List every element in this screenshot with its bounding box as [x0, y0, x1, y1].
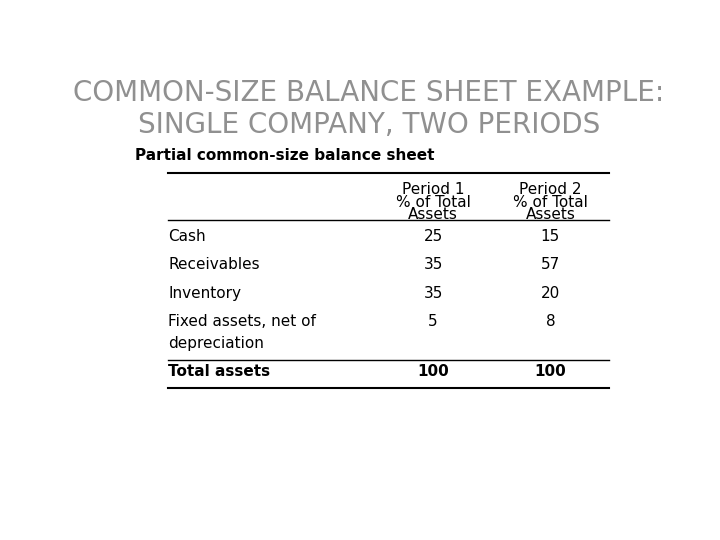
Text: 15: 15: [541, 229, 560, 244]
Text: 100: 100: [418, 364, 449, 379]
Text: Inventory: Inventory: [168, 286, 241, 301]
Text: Total assets: Total assets: [168, 364, 270, 379]
Text: Assets: Assets: [408, 207, 458, 222]
Text: COMMON-SIZE BALANCE SHEET EXAMPLE:: COMMON-SIZE BALANCE SHEET EXAMPLE:: [73, 79, 665, 107]
Text: Fixed assets, net of: Fixed assets, net of: [168, 314, 316, 329]
Text: 25: 25: [423, 229, 443, 244]
Text: SINGLE COMPANY, TWO PERIODS: SINGLE COMPANY, TWO PERIODS: [138, 111, 600, 139]
Text: % of Total: % of Total: [513, 194, 588, 210]
Text: 35: 35: [423, 286, 443, 301]
Text: Receivables: Receivables: [168, 258, 260, 272]
Text: % of Total: % of Total: [396, 194, 471, 210]
Text: Cash: Cash: [168, 229, 206, 244]
Text: 35: 35: [423, 258, 443, 272]
Text: 100: 100: [534, 364, 566, 379]
Text: Copyright © 2013 CFA Institute: Copyright © 2013 CFA Institute: [29, 514, 225, 527]
Text: 8: 8: [546, 314, 555, 329]
Text: Partial common-size balance sheet: Partial common-size balance sheet: [135, 148, 434, 163]
Text: 20: 20: [541, 286, 560, 301]
Text: 5: 5: [428, 314, 438, 329]
Text: 57: 57: [541, 258, 560, 272]
Text: depreciation: depreciation: [168, 336, 264, 352]
Text: Period 1: Period 1: [402, 182, 464, 197]
Text: Assets: Assets: [526, 207, 575, 222]
Text: Period 2: Period 2: [519, 182, 582, 197]
Text: 38: 38: [683, 514, 698, 527]
